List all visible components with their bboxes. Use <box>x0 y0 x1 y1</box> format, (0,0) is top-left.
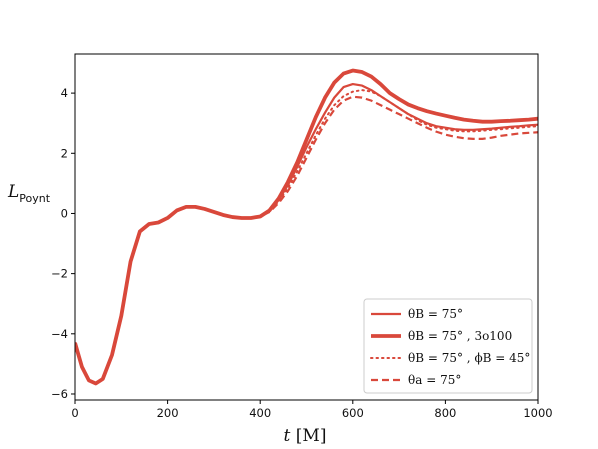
x-tick-label: 200 <box>157 406 179 420</box>
legend-label-3: θB = 75° , ϕB = 45° <box>408 351 530 365</box>
y-tick-label: 0 <box>61 206 68 220</box>
x-tick-label: 600 <box>342 406 364 420</box>
y-tick-label: 4 <box>61 86 68 100</box>
axis-ticks: 0 200 400 600 800 1000 −6 −4 −2 0 2 4 <box>51 86 553 420</box>
y-tick-label: −2 <box>51 267 68 281</box>
y-tick-label: −4 <box>51 327 68 341</box>
x-tick-label: 1000 <box>523 406 552 420</box>
y-axis-label: LPoynt <box>7 182 51 205</box>
legend-label-2: θB = 75° , 3o100 <box>408 329 512 343</box>
x-axis-label: t [M] <box>284 426 327 446</box>
x-tick-label: 400 <box>249 406 271 420</box>
x-tick-label: 800 <box>434 406 456 420</box>
y-tick-label: 2 <box>61 146 68 160</box>
legend-box <box>363 298 533 394</box>
x-tick-label: 0 <box>71 406 78 420</box>
legend: θB = 75° θB = 75° , 3o100 θB = 75° , ϕB = … <box>363 298 533 394</box>
y-tick-label: −6 <box>51 387 68 401</box>
axes-frame <box>74 53 539 401</box>
series-lines <box>75 68 538 386</box>
series-line-4 <box>75 95 538 385</box>
plot-frame <box>74 53 539 401</box>
legend-label-1: θB = 75° <box>408 307 463 321</box>
legend-label-4: θa = 75° <box>408 373 461 387</box>
